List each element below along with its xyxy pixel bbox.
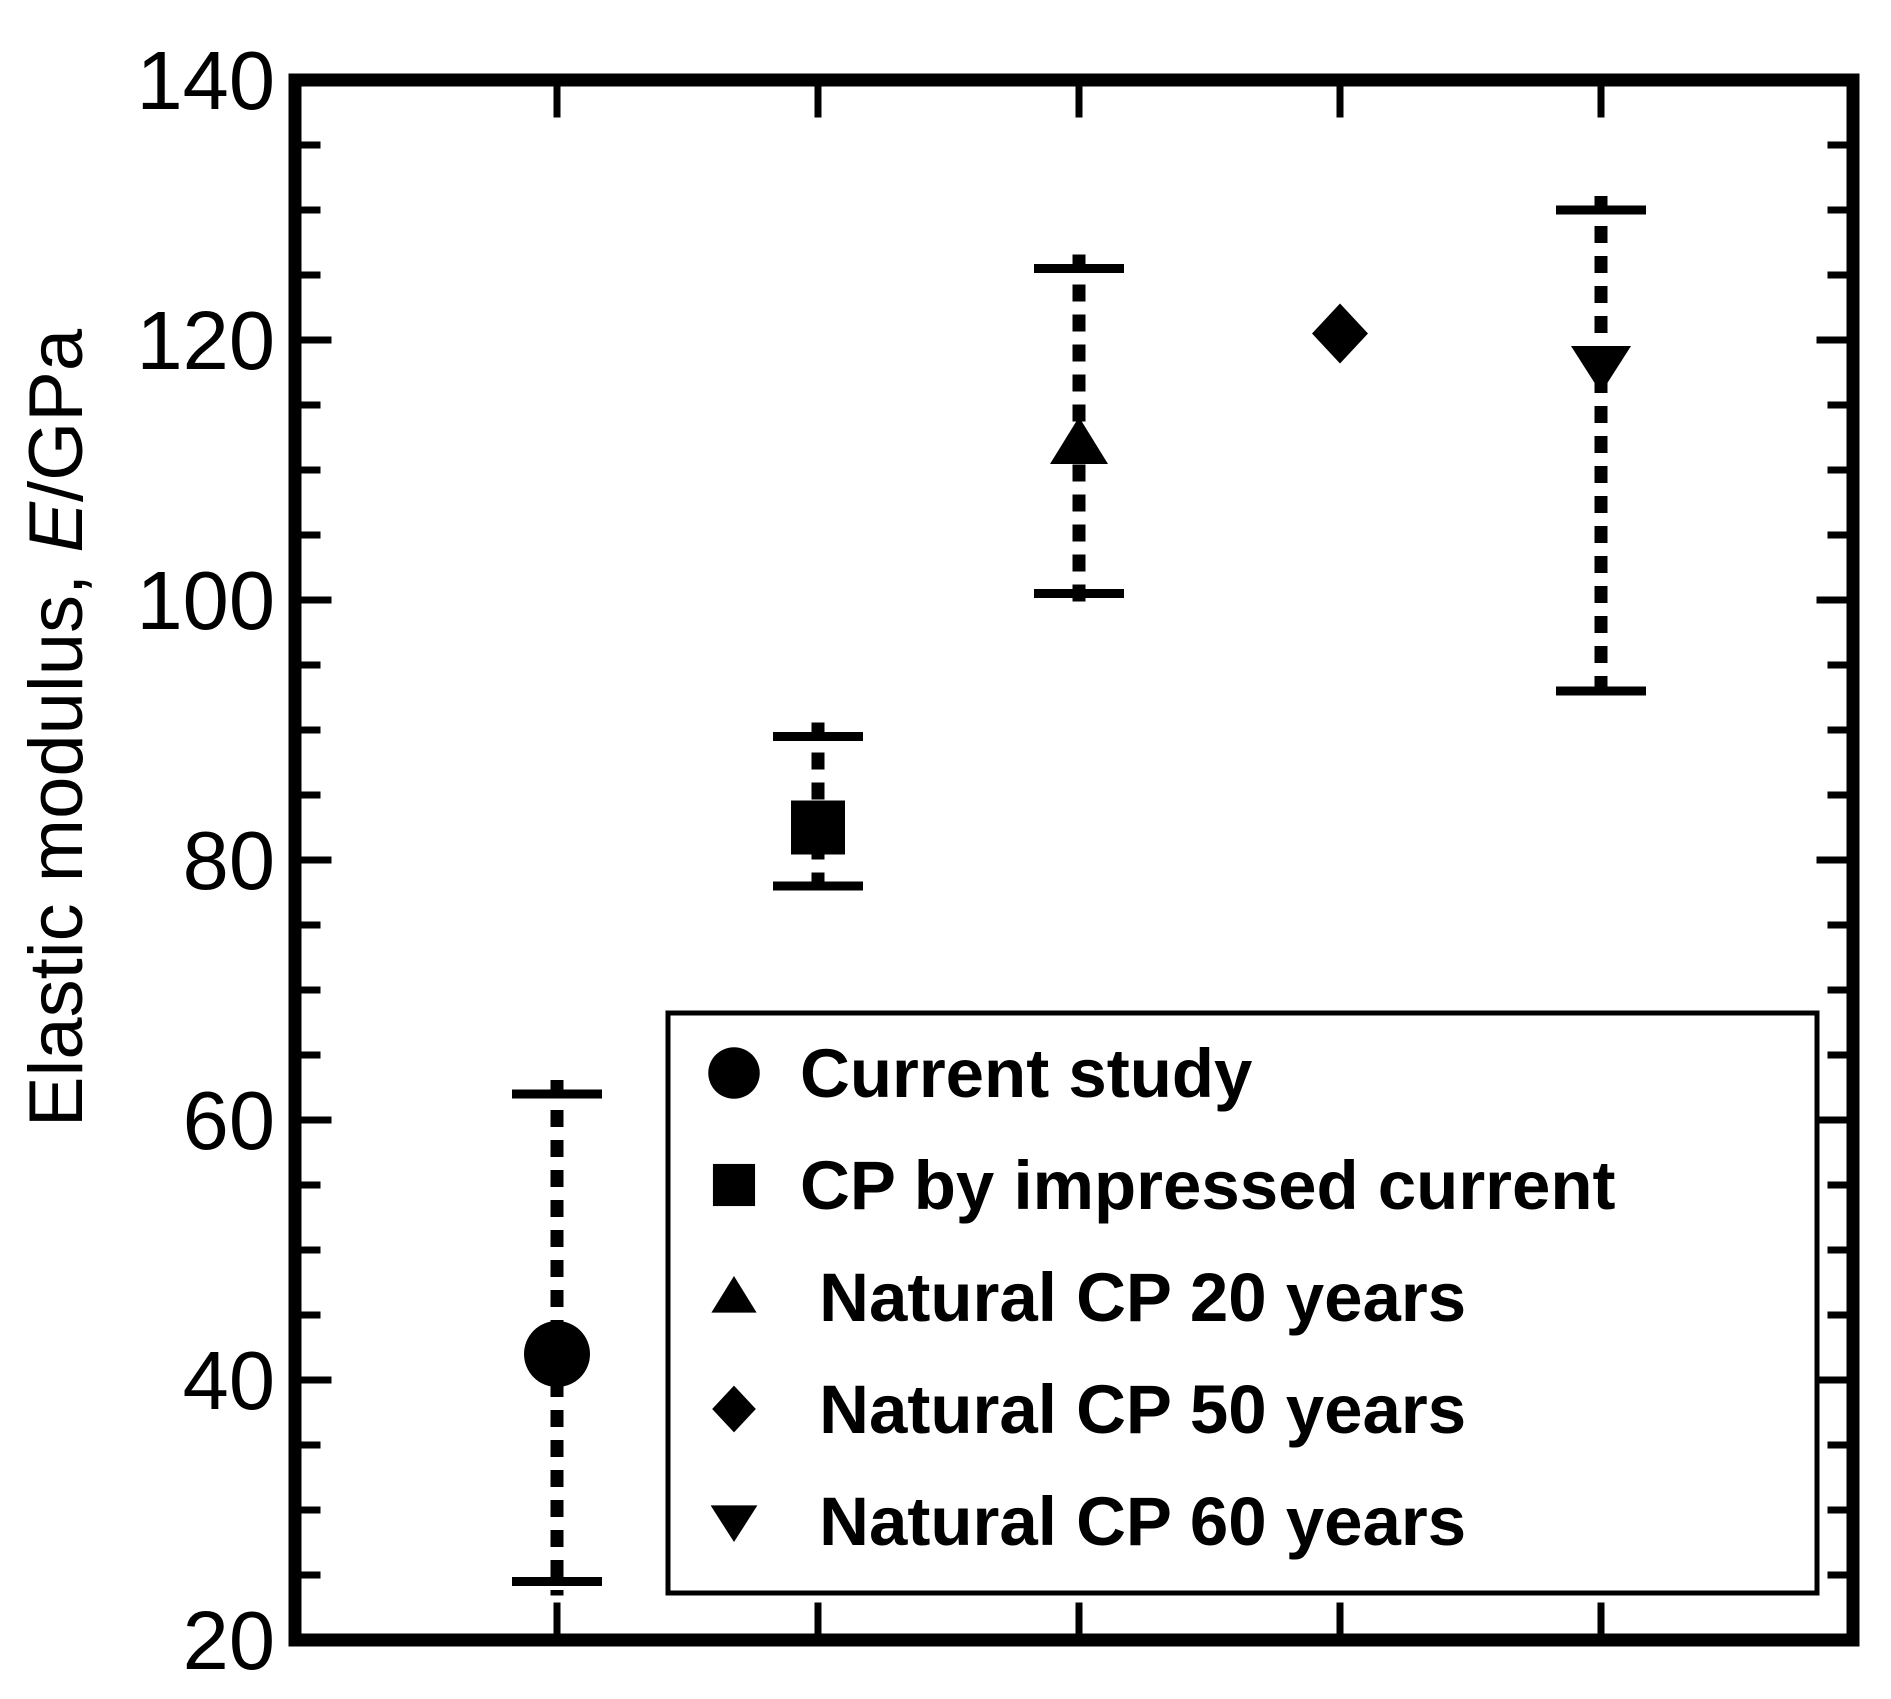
legend-box (665, 1010, 1820, 1596)
data-point-square-icon (791, 800, 845, 855)
data-point-triangle-up-icon (1050, 417, 1108, 464)
legend-label: Natural CP 60 years (800, 1483, 1466, 1560)
y-tick-label: 60 (183, 1074, 275, 1167)
y-tick-label: 100 (137, 554, 275, 647)
legend-label: Current study (800, 1035, 1252, 1112)
data-point-circle-icon (524, 1321, 590, 1387)
legend-label: CP by impressed current (800, 1147, 1616, 1224)
data-point-diamond-icon (1312, 303, 1368, 364)
y-tick-label: 20 (183, 1594, 275, 1687)
legend-diamond-icon (712, 1385, 756, 1433)
legend-label: Natural CP 20 years (800, 1259, 1466, 1336)
y-tick-label: 80 (183, 814, 275, 907)
y-tick-label: 140 (137, 34, 275, 127)
legend-triangle-up-icon (711, 1275, 757, 1313)
y-tick-label: 120 (137, 294, 275, 387)
legend-square-icon (712, 1163, 756, 1207)
y-tick-label: 40 (183, 1334, 275, 1427)
plot-frame (288, 73, 1860, 1647)
legend-triangle-down-icon (710, 1505, 758, 1543)
legend-circle-icon (708, 1047, 760, 1099)
y-axis-title: Elastic modulus, E/GPa (14, 328, 99, 1127)
legend-label: Natural CP 50 years (800, 1371, 1466, 1448)
data-point-triangle-down-icon (1571, 346, 1631, 393)
